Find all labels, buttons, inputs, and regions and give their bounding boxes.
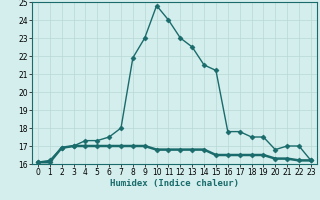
- X-axis label: Humidex (Indice chaleur): Humidex (Indice chaleur): [110, 179, 239, 188]
